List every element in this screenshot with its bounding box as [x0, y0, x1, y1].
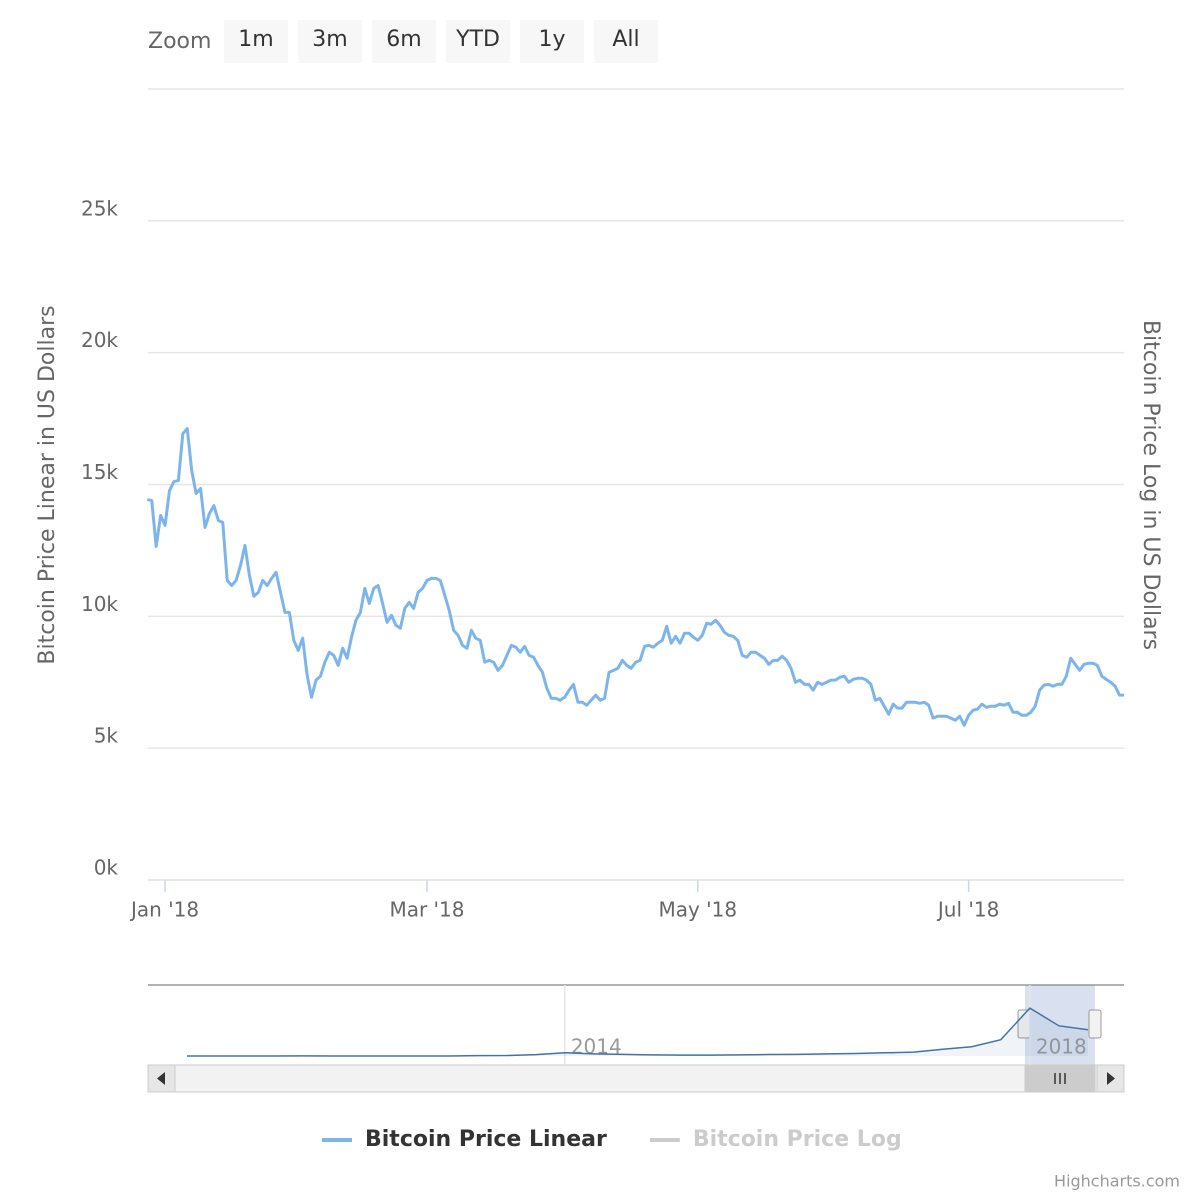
- zoom-button-label[interactable]: All: [612, 27, 639, 52]
- y-tick-label: 15k: [81, 460, 118, 484]
- y-tick-label: 0k: [94, 856, 119, 880]
- legend-label[interactable]: Bitcoin Price Log: [693, 1127, 902, 1152]
- zoom-button-label[interactable]: 3m: [312, 27, 347, 52]
- zoom-label: Zoom: [148, 29, 211, 54]
- x-tick-label: May '18: [658, 898, 737, 922]
- zoom-button[interactable]: [372, 20, 436, 63]
- navigator-window[interactable]: [1025, 985, 1095, 1065]
- zoom-button[interactable]: [520, 20, 584, 63]
- credits[interactable]: Highcharts.com: [1054, 1172, 1180, 1191]
- zoom-button-label[interactable]: YTD: [455, 27, 500, 52]
- navigator-line: [186, 1007, 1089, 1057]
- y2-axis-title: Bitcoin Price Log in US Dollars: [1138, 320, 1163, 650]
- y-axis-title: Bitcoin Price Linear in US Dollars: [35, 305, 60, 664]
- legend-label[interactable]: Bitcoin Price Linear: [365, 1127, 607, 1152]
- navigator-handle[interactable]: [1088, 1009, 1102, 1039]
- scrollbar-grip: [1054, 1073, 1066, 1084]
- y-tick-label: 5k: [94, 724, 119, 748]
- zoom-button[interactable]: [298, 20, 362, 63]
- zoom-button-label[interactable]: 6m: [386, 27, 421, 52]
- y-tick-label: 25k: [81, 196, 118, 220]
- x-tick-label: Jul '18: [936, 898, 999, 922]
- zoom-button-label[interactable]: 1y: [538, 27, 565, 52]
- price-line: [146, 427, 1124, 727]
- navigator-background: [148, 985, 1124, 1065]
- zoom-button-label[interactable]: 1m: [238, 27, 273, 52]
- navigator-label: 2018: [1036, 1035, 1087, 1059]
- x-tick-label: Mar '18: [389, 898, 464, 922]
- y-tick-label: 20k: [81, 328, 118, 352]
- zoom-button[interactable]: [224, 20, 288, 63]
- zoom-button[interactable]: [594, 20, 658, 63]
- y-tick-label: 10k: [81, 592, 118, 616]
- navigator-area: [187, 1008, 1088, 1056]
- zoom-button[interactable]: [446, 20, 510, 63]
- scrollbar-arrow: [1107, 1072, 1115, 1085]
- scrollbar-arrow: [157, 1072, 165, 1085]
- x-tick-label: Jan '18: [129, 898, 199, 922]
- scrollbar-track[interactable]: [147, 1064, 1125, 1093]
